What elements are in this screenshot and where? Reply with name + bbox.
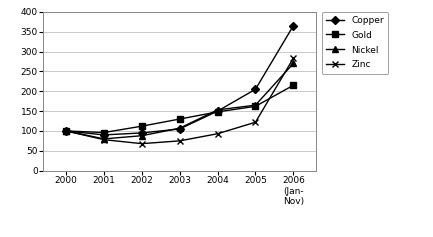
Line: Gold: Gold: [63, 82, 296, 135]
Gold: [101, 131, 107, 134]
Zinc: [139, 142, 145, 145]
Line: Nickel: Nickel: [63, 61, 296, 142]
Gold: [177, 118, 182, 120]
Copper: [177, 128, 182, 130]
Zinc: [291, 57, 296, 60]
Copper: [215, 110, 220, 113]
Zinc: [215, 132, 220, 135]
Nickel: [215, 109, 220, 111]
Gold: [215, 110, 220, 113]
Zinc: [177, 139, 182, 142]
Copper: [101, 133, 107, 136]
Copper: [253, 88, 258, 91]
Legend: Copper, Gold, Nickel, Zinc: Copper, Gold, Nickel, Zinc: [322, 12, 388, 74]
Gold: [253, 105, 258, 108]
Nickel: [291, 62, 296, 65]
Gold: [291, 84, 296, 87]
Line: Zinc: Zinc: [63, 55, 296, 146]
Nickel: [253, 104, 258, 107]
Zinc: [253, 121, 258, 124]
Copper: [139, 132, 145, 134]
Zinc: [101, 138, 107, 141]
Nickel: [64, 130, 69, 132]
Copper: [291, 24, 296, 27]
Nickel: [139, 134, 145, 137]
Line: Copper: Copper: [63, 23, 296, 138]
Zinc: [64, 130, 69, 132]
Gold: [139, 125, 145, 128]
Nickel: [101, 137, 107, 140]
Gold: [64, 130, 69, 132]
Copper: [64, 130, 69, 132]
Nickel: [177, 127, 182, 130]
